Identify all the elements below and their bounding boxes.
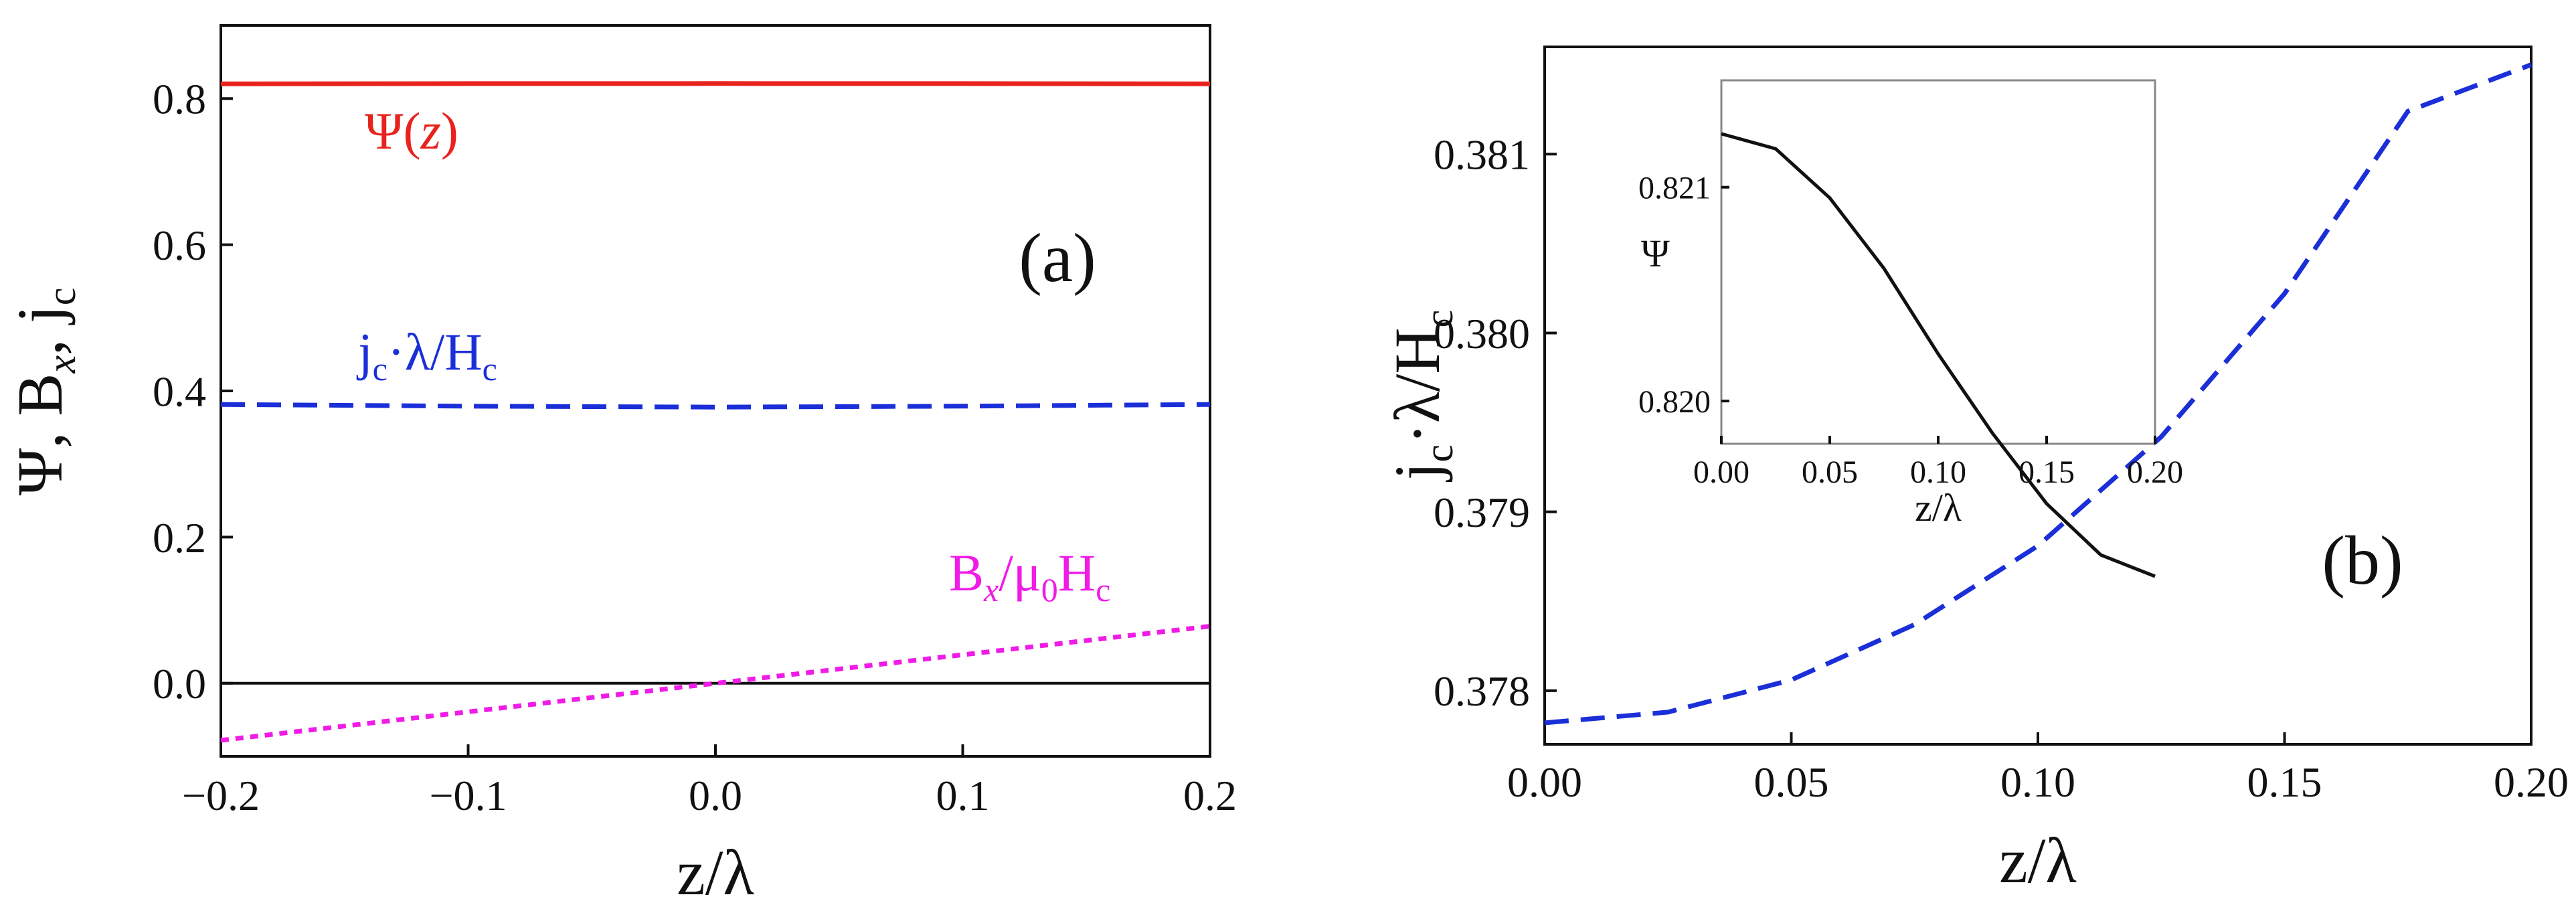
y-tick-label: 0.379 (1434, 489, 1530, 536)
series-line-0 (1721, 132, 2156, 578)
inset-ticks: 0.00 0.05 0.10 0.15 0.20 0.820 0.821 (1638, 171, 2183, 490)
panel-b-label: (b) (2322, 522, 2403, 599)
x-tick-label: 0.1 (936, 772, 990, 819)
inset-series (1721, 132, 2156, 578)
x-tick-label: 0.20 (2127, 454, 2183, 490)
x-tick-label: 0.20 (2494, 758, 2569, 806)
panel-a-series (220, 81, 1211, 743)
y-tick-label: 0.4 (153, 367, 206, 415)
x-tick-label: −0.1 (429, 772, 507, 819)
panel-a: −0.2 −0.1 0.0 0.1 0.2 0.0 0.2 0.4 0.6 0.8 (a) Ψ(z… (4, 24, 1237, 908)
x-tick-label: 0.05 (1802, 454, 1858, 490)
y-tick-label: 0.378 (1434, 667, 1530, 715)
panel-b: 0.00 0.05 0.10 0.15 0.20 0.378 0.379 0.380 0.381… (1381, 46, 2569, 896)
y-tick-label: 0.6 (153, 222, 206, 269)
x-tick-label: 0.2 (1183, 772, 1237, 819)
y-tick-label: 0.820 (1638, 384, 1711, 420)
series-line-1 (220, 402, 1211, 410)
x-tick-label: 0.15 (2247, 758, 2322, 806)
x-tick-label: 0.0 (689, 772, 742, 819)
y-tick-label: 0.380 (1434, 310, 1530, 357)
y-tick-label: 0.821 (1638, 171, 1711, 206)
jc-series-label: jc·λ/Hc (356, 323, 497, 388)
panel-a-x-axis-label: z/λ (677, 837, 754, 908)
y-tick-label: 0.2 (153, 514, 206, 562)
x-tick-label: 0.10 (1910, 454, 1966, 490)
y-tick-label: 0.381 (1434, 131, 1530, 179)
inset-x-axis-label: z/λ (1915, 486, 1962, 529)
panel-a-label: (a) (1019, 220, 1096, 297)
psi-series-label: Ψ(z) (365, 102, 458, 160)
panel-b-series (1544, 62, 2532, 726)
inset-chart: 0.00 0.05 0.10 0.15 0.20 0.820 0.821 z/λ Ψ (1638, 79, 2183, 578)
bx-series-label: Bx/μ0Hc (949, 544, 1110, 608)
x-tick-label: −0.2 (182, 772, 260, 819)
inset-y-axis-label: Ψ (1641, 232, 1670, 275)
panel-b-y-axis-label: jc·λ/Hc (1381, 310, 1461, 482)
inset-frame (1720, 79, 2156, 445)
y-tick-label: 0.0 (153, 660, 206, 708)
x-tick-label: 0.15 (2019, 454, 2075, 490)
y-tick-label: 0.8 (153, 76, 206, 123)
x-tick-label: 0.10 (2000, 758, 2075, 806)
series-line-0 (1544, 62, 2532, 726)
x-tick-label: 0.00 (1693, 454, 1749, 490)
x-tick-label: 0.05 (1754, 758, 1829, 806)
panel-a-y-axis-label: Ψ, Bx, jc (4, 288, 84, 496)
panel-b-x-axis-label: z/λ (1999, 825, 2077, 896)
x-tick-label: 0.00 (1507, 758, 1582, 806)
panel-a-ticks: −0.2 −0.1 0.0 0.1 0.2 0.0 0.2 0.4 0.6 0.8 (153, 76, 1237, 819)
panel-b-ticks: 0.00 0.05 0.10 0.15 0.20 0.378 0.379 0.380 0.381 (1434, 131, 2569, 806)
series-line-2 (220, 624, 1211, 743)
